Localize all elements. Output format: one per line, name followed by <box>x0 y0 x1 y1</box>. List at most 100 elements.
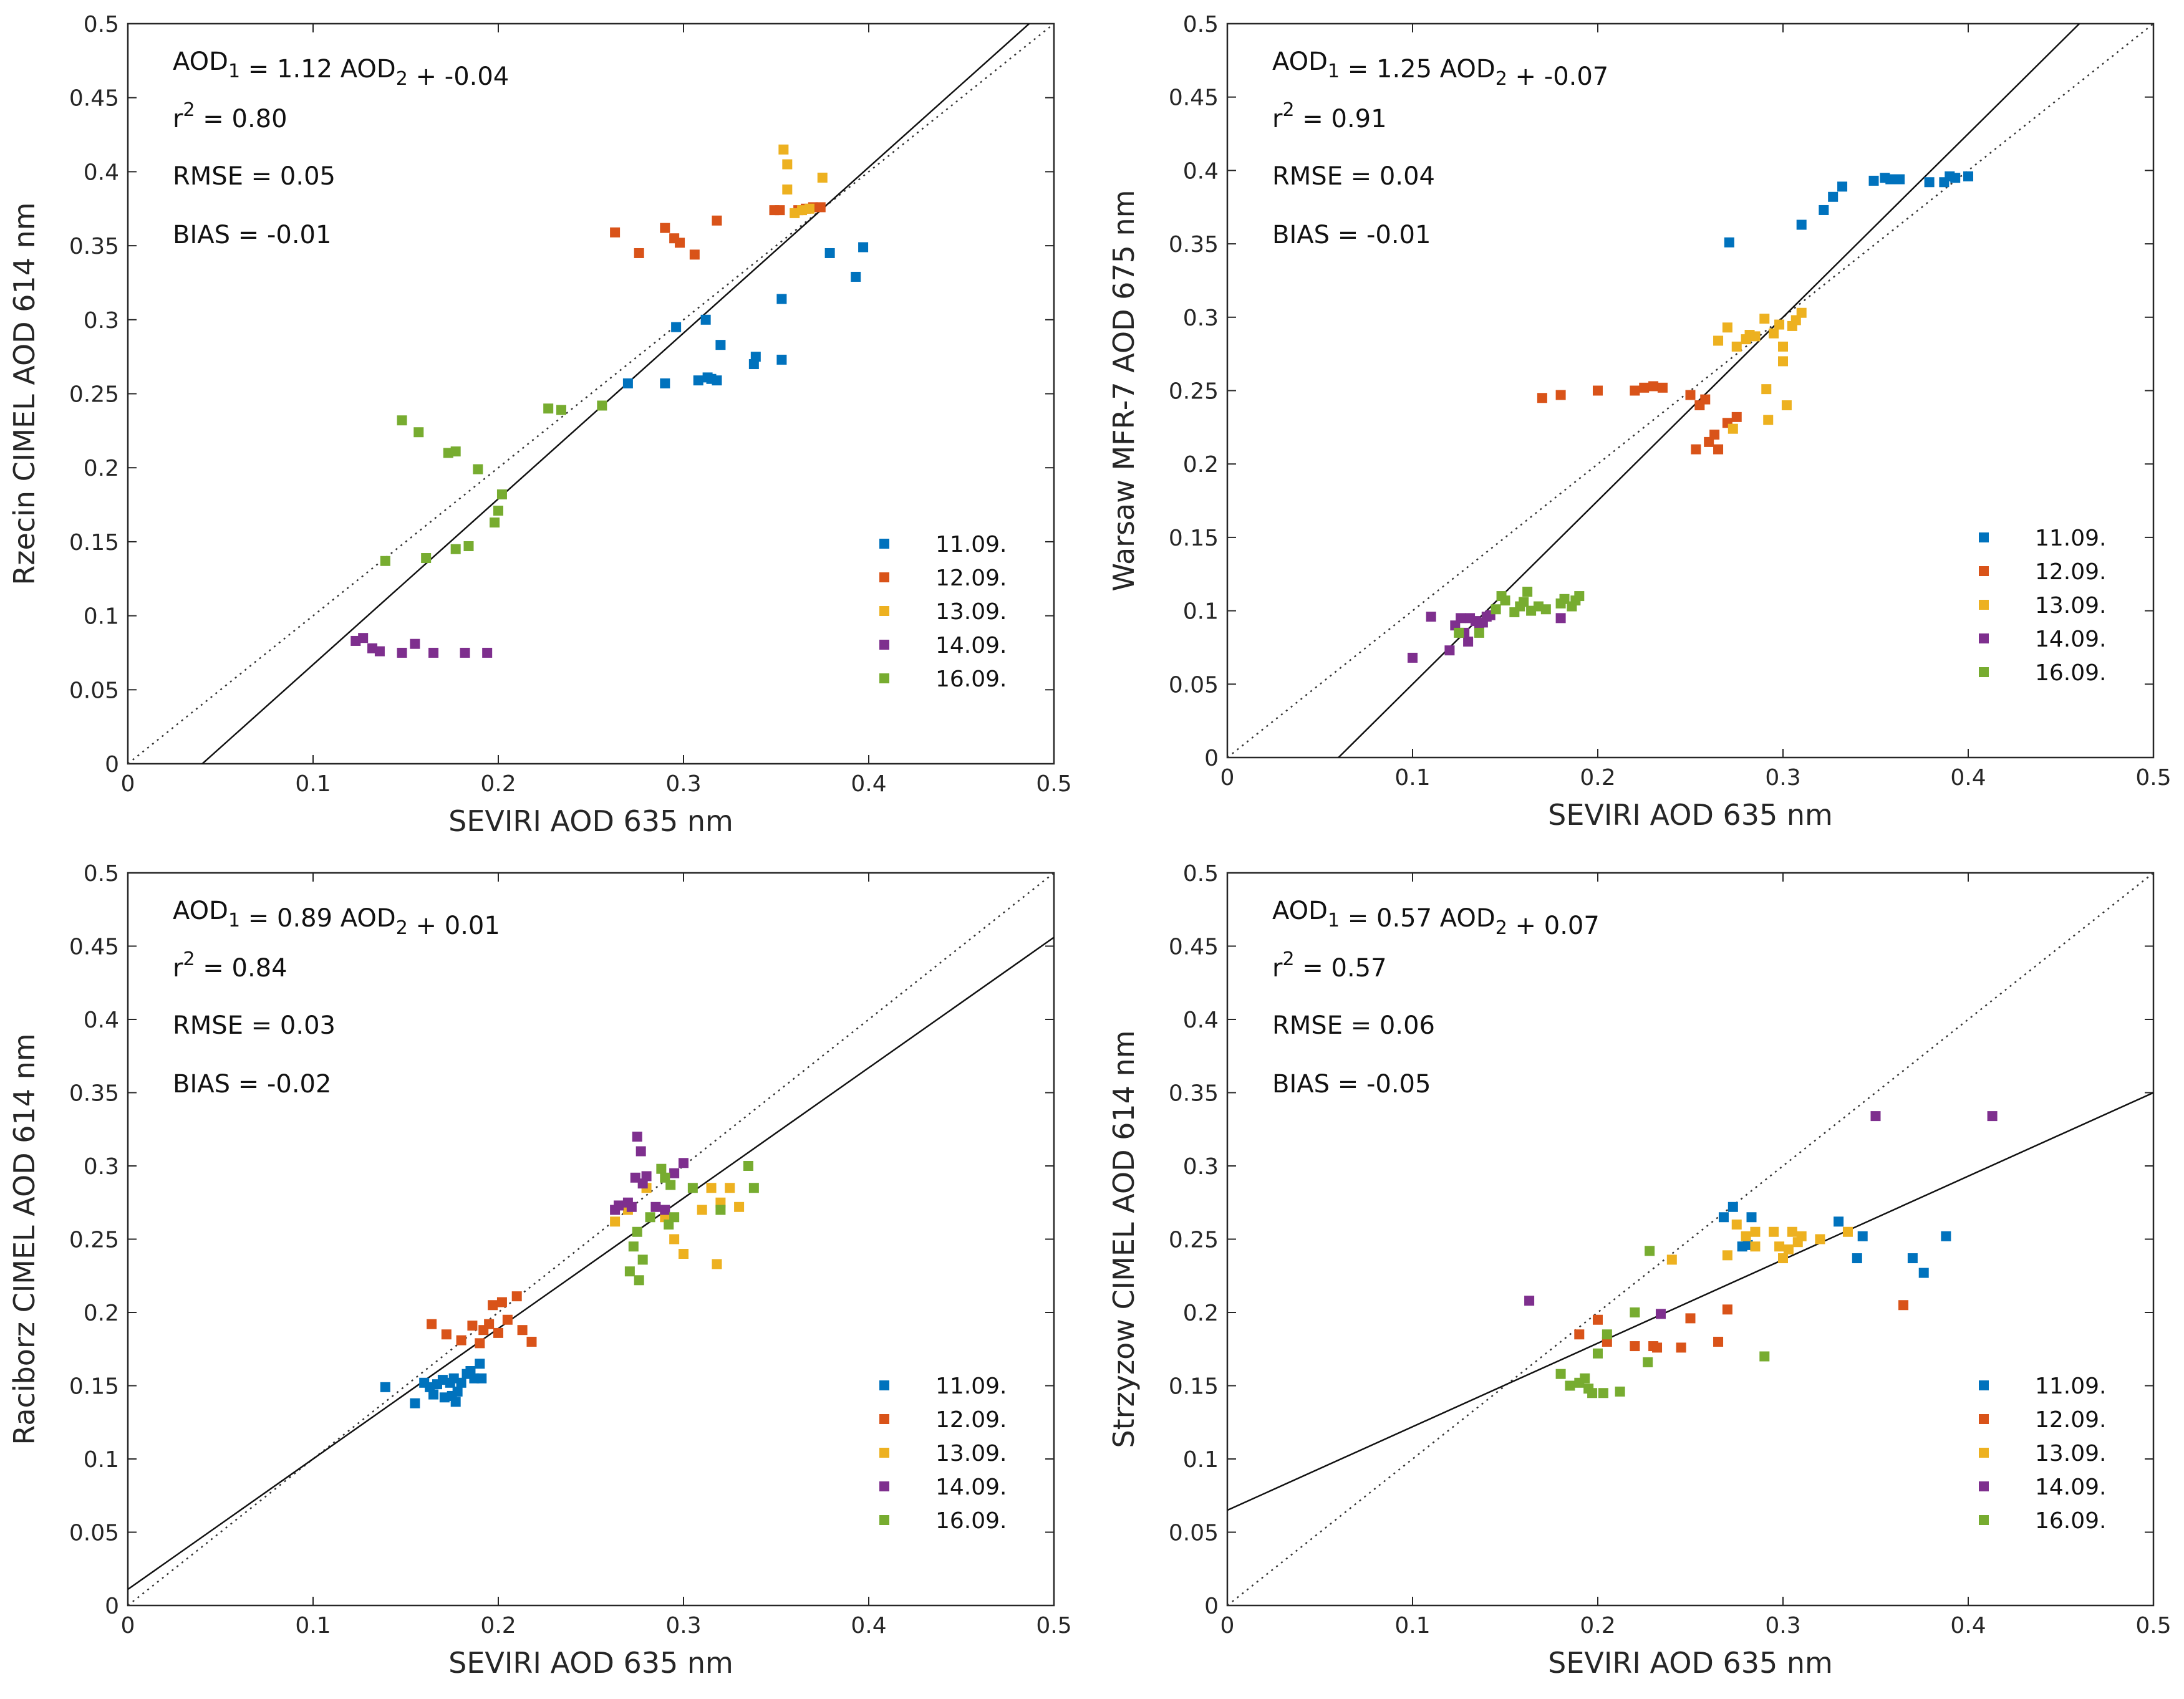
series-14.09. <box>350 633 493 658</box>
data-point <box>1709 430 1720 440</box>
series-16.09. <box>1454 586 1585 638</box>
data-point <box>637 1254 648 1265</box>
data-point <box>1722 1304 1732 1315</box>
x-tick-label: 0.5 <box>2135 1613 2171 1639</box>
legend-marker <box>1979 667 1989 677</box>
data-point <box>450 544 461 554</box>
legend-marker <box>879 1448 889 1458</box>
y-axis-label: Raciborz CIMEL AOD 614 nm <box>7 1033 41 1445</box>
y-tick-label: 0.1 <box>1183 599 1219 625</box>
y-axis-label: Strzyzow CIMEL AOD 614 nm <box>1107 1030 1141 1448</box>
rmse-text: RMSE = 0.03 <box>173 1011 336 1040</box>
equation-part: 1 <box>228 910 240 931</box>
data-point <box>610 1216 621 1227</box>
x-tick-label: 0.4 <box>1950 765 1986 791</box>
legend-label: 11.09. <box>2035 1374 2107 1399</box>
x-axis-label: SEVIRI AOD 635 nm <box>1548 798 1833 832</box>
regression-equation: AOD1 = 1.25 AOD2 + -0.07 <box>1272 47 1608 91</box>
data-point <box>1828 191 1839 202</box>
series-14.09. <box>1524 1111 1998 1319</box>
y-tick-label: 0.3 <box>1183 1154 1219 1180</box>
legend-marker <box>879 1414 889 1424</box>
x-tick-label: 0.1 <box>295 1613 331 1639</box>
y-tick-label: 0 <box>1204 746 1219 771</box>
data-point <box>1474 627 1484 638</box>
regression-line <box>1227 1092 2153 1511</box>
data-point <box>641 1171 652 1182</box>
data-point <box>775 205 785 216</box>
data-point <box>1857 1231 1868 1241</box>
data-point <box>452 1386 463 1397</box>
data-point <box>610 227 621 238</box>
data-point <box>1713 444 1724 455</box>
data-point <box>1463 637 1474 647</box>
data-point <box>1587 1388 1598 1398</box>
y-tick-label: 0.35 <box>1169 1081 1219 1107</box>
y-tick-label: 0.2 <box>84 1301 119 1326</box>
data-point <box>1852 1253 1862 1264</box>
data-point <box>1834 1216 1844 1227</box>
data-point <box>650 1201 661 1212</box>
data-point <box>410 638 420 649</box>
data-point <box>1783 1244 1794 1254</box>
legend-marker <box>879 1380 889 1390</box>
data-point <box>427 1319 437 1329</box>
data-point <box>1555 1369 1566 1379</box>
legend: 11.09. 12.09. 13.09. 14.09. 16.09. <box>1979 526 2107 686</box>
one-to-one-line <box>1227 873 2153 1605</box>
data-point <box>484 1319 495 1329</box>
data-point <box>743 1161 753 1171</box>
x-tick-label: 0.5 <box>1036 1613 1071 1639</box>
equation-part: 1 <box>228 60 240 82</box>
data-point <box>675 238 685 248</box>
data-point <box>475 1338 485 1349</box>
data-point <box>1774 1241 1785 1252</box>
r2-sup: 2 <box>183 948 195 970</box>
equation-part: 2 <box>1495 917 1507 939</box>
data-point <box>493 1327 503 1338</box>
legend-marker <box>1979 1515 1989 1525</box>
equation-part: AOD <box>173 47 228 76</box>
data-point <box>441 1329 452 1340</box>
legend-label: 13.09. <box>2035 1441 2107 1466</box>
data-point <box>1444 645 1455 656</box>
data-point <box>526 1337 537 1347</box>
scatter-panel-3: 0 0.1 0.2 0.3 0.4 0.5 0 0.05 0.1 0.15 0.2 0.25 0.3 0.… <box>7 861 1072 1680</box>
data-point <box>496 1297 507 1307</box>
data-point <box>804 203 814 214</box>
x-tick-label: 0.5 <box>2135 765 2171 791</box>
series-16.09. <box>1555 1246 1770 1398</box>
x-tick-label: 0.4 <box>851 1613 886 1639</box>
legend-label: 14.09. <box>2035 1475 2107 1500</box>
data-point <box>1842 1226 1853 1237</box>
data-point <box>815 202 826 213</box>
data-point <box>1676 1342 1686 1353</box>
data-point <box>1918 1268 1929 1278</box>
r2-sup: 2 <box>1282 99 1294 121</box>
y-tick-label: 0.25 <box>1169 1228 1219 1253</box>
x-tick-label: 0.3 <box>665 771 701 797</box>
rmse-text: RMSE = 0.05 <box>173 162 336 191</box>
legend-marker <box>1979 1448 1989 1458</box>
data-point <box>467 1321 478 1331</box>
data-point <box>460 647 470 658</box>
data-point <box>1787 1226 1797 1237</box>
data-point <box>1796 219 1807 230</box>
data-point <box>1761 384 1772 395</box>
x-tick-label: 0.4 <box>1950 1613 1986 1639</box>
series-12.09. <box>1537 381 1742 455</box>
data-point <box>1685 390 1696 400</box>
y-tick-label: 0.15 <box>1169 1374 1219 1400</box>
data-point <box>1815 1234 1825 1244</box>
x-tick-label: 0.1 <box>1394 765 1430 791</box>
series-14.09. <box>610 1132 689 1215</box>
data-point <box>700 314 711 325</box>
legend-label: 12.09. <box>935 1407 1007 1433</box>
data-point <box>1615 1386 1625 1397</box>
data-point <box>1500 595 1510 606</box>
data-point <box>1796 307 1807 318</box>
data-point <box>712 375 722 386</box>
y-tick-label: 0.25 <box>69 1228 119 1253</box>
y-tick-label: 0.35 <box>1169 232 1219 257</box>
r2-value: = 0.91 <box>1295 105 1387 133</box>
